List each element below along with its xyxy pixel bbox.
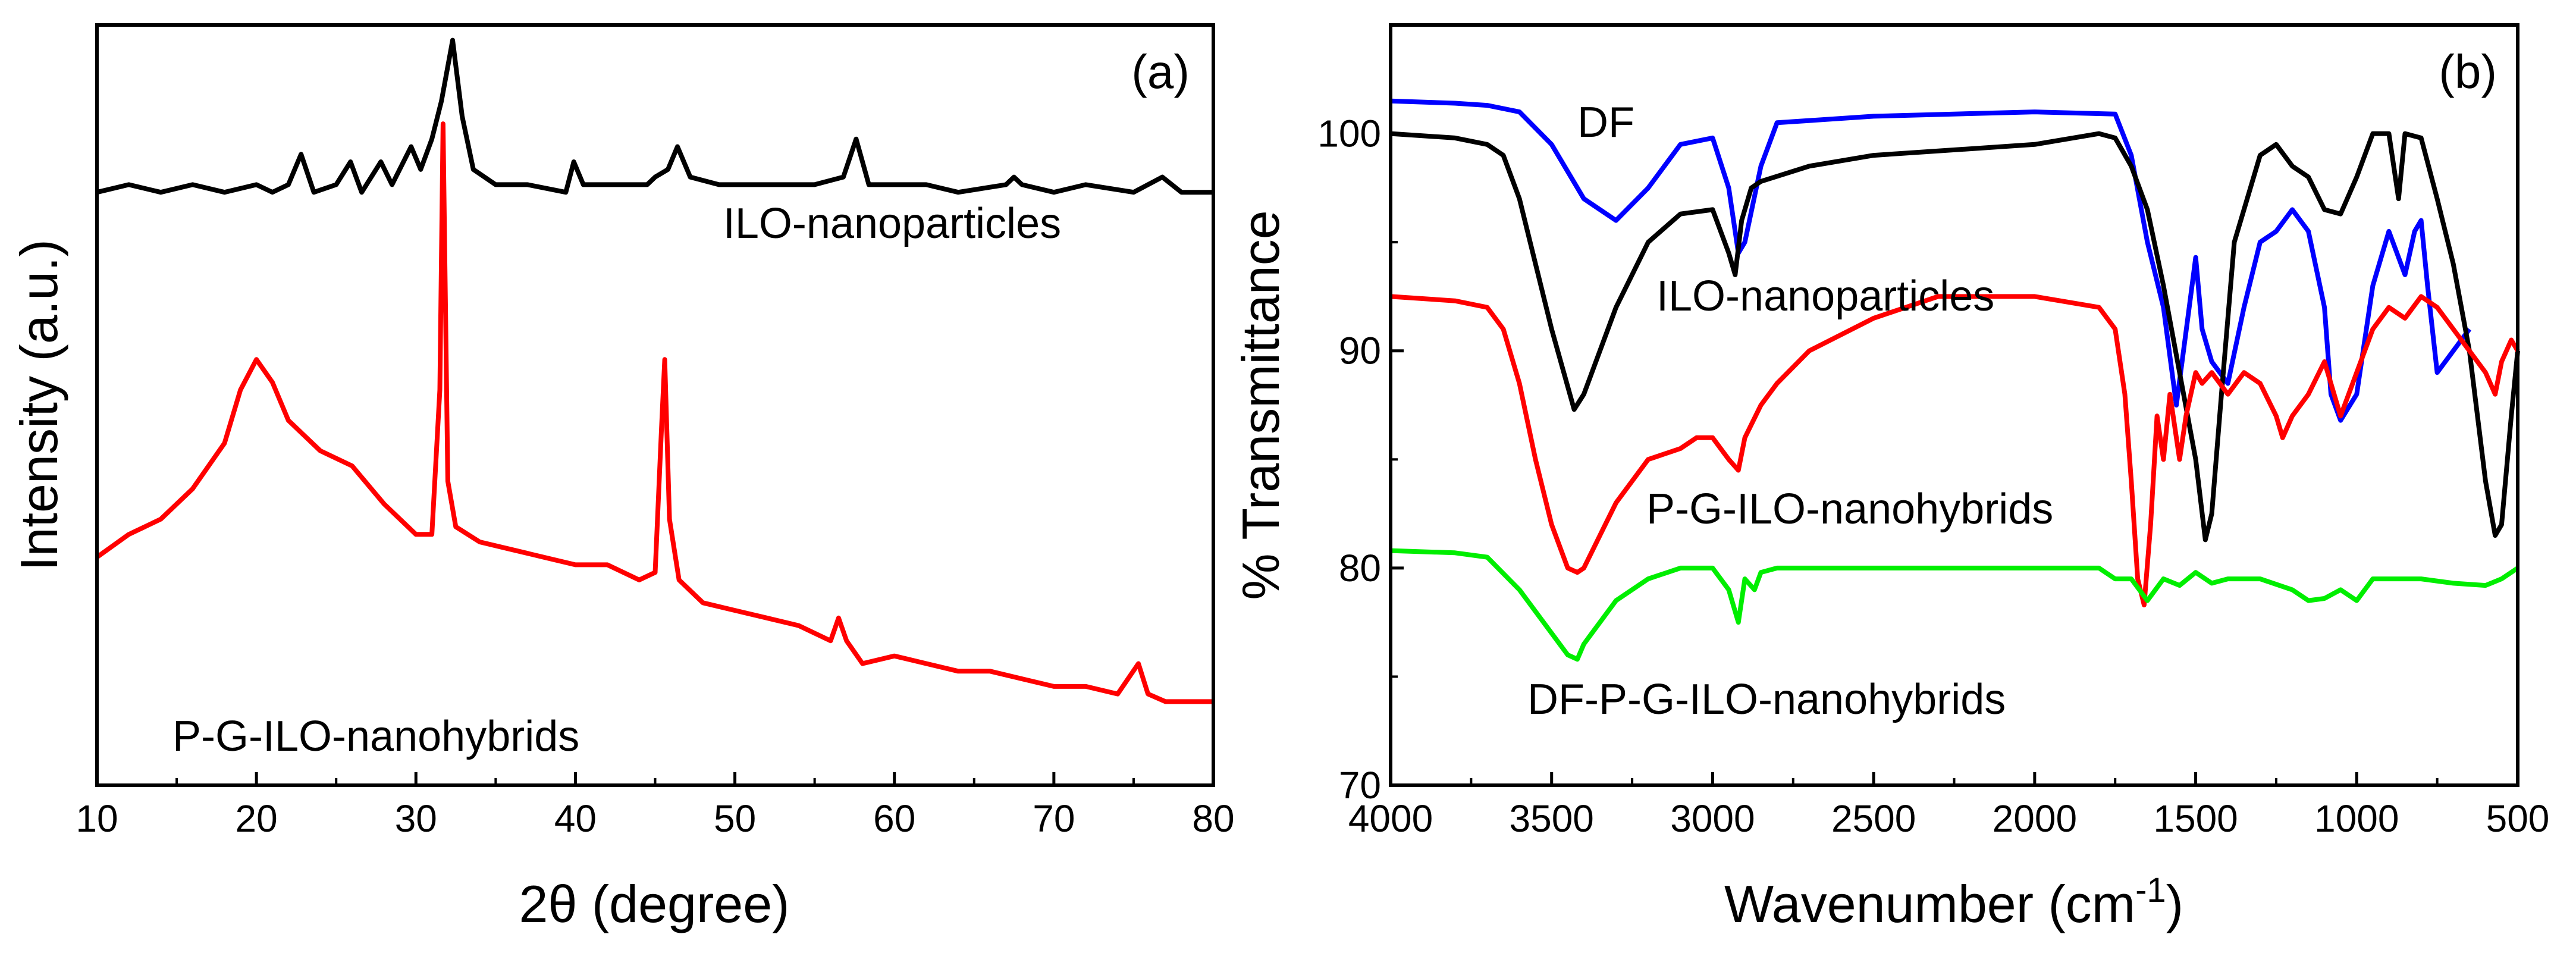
panel-b-x-axis-label-superscript: -1 — [2135, 871, 2166, 910]
panel-b-series-label-df: DF — [1577, 99, 1634, 146]
panel-b-x-tick-label: 4000 — [1348, 797, 1433, 840]
panel-b-y-tick-label: 90 — [1339, 330, 1381, 372]
panel-b-y-tick-label: 80 — [1339, 547, 1381, 590]
panel-a-series-line-p-g-ilo-nanohybrids — [95, 121, 1213, 704]
panel-a-x-tick-label: 40 — [554, 797, 597, 840]
panel-a-x-tick-label: 80 — [1192, 797, 1234, 840]
panel-b-x-tick-label: 3500 — [1510, 797, 1594, 840]
panel-b-y-ticks: 70 80 90 100 — [1317, 112, 1404, 807]
panel-b-series-line-df — [1390, 98, 2472, 423]
panel-b-series-label-ilo-nanoparticles: ILO-nanoparticles — [1656, 272, 1994, 320]
panel-b-x-tick-label: 500 — [2486, 797, 2550, 840]
panel-b-y-tick-label: 100 — [1317, 112, 1381, 155]
panel-a-x-tick-label: 30 — [395, 797, 437, 840]
panel-a-series-line-ilo-nanoparticles — [96, 37, 1213, 195]
panel-b-y-axis-label: % Transmittance — [1231, 210, 1290, 600]
panel-a-x-tick-label: 50 — [714, 797, 756, 840]
panel-a-series-label-ilo-nanoparticles: ILO-nanoparticles — [723, 200, 1061, 247]
panel-a-x-tick-label: 60 — [873, 797, 915, 840]
panel-b-series-label-pg-ilo-nanohybrids: P-G-ILO-nanohybrids — [1646, 485, 2053, 533]
panel-a-series-group — [95, 37, 1213, 704]
panel-a-x-tick-label: 70 — [1033, 797, 1075, 840]
panel-a-x-ticks: 10 20 30 40 50 60 70 80 — [76, 772, 1235, 840]
panel-b-x-tick-label: 1500 — [2153, 797, 2238, 840]
panel-b-series-label-df-pg-ilo-nanohybrids: DF-P-G-ILO-nanohybrids — [1527, 676, 2006, 723]
panel-a-label: (a) — [1131, 45, 1190, 98]
panel-a-x-tick-label: 10 — [76, 797, 118, 840]
panel-b-x-tick-label: 1000 — [2314, 797, 2399, 840]
panel-b: 4000 3500 3000 2500 2000 1500 1000 500 70 80 90 10… — [1231, 23, 2550, 933]
panel-b-series-group — [1390, 98, 2520, 662]
panel-a-frame — [95, 23, 1215, 787]
panel-b-x-axis-label-main: Wavenumber (cm — [1724, 874, 2135, 933]
panel-b-series-line-ilo-nanoparticles — [1390, 131, 2520, 543]
panel-b-x-axis-label-close: ) — [2166, 874, 2183, 933]
panel-a-y-axis-label: Intensity (a.u.) — [10, 239, 68, 571]
panel-b-label: (b) — [2439, 45, 2497, 98]
panel-a: 10 20 30 40 50 60 70 80 (a) ILO-nanoparticles P… — [10, 23, 1235, 933]
panel-a-x-axis-label: 2θ (degree) — [519, 874, 790, 933]
panel-b-x-tick-label: 2000 — [1993, 797, 2077, 840]
panel-a-series-label-pg-ilo-nanohybrids: P-G-ILO-nanohybrids — [172, 713, 579, 760]
panel-b-x-tick-label: 2500 — [1831, 797, 1916, 840]
panel-b-y-tick-label: 70 — [1339, 764, 1381, 807]
panel-b-x-axis-label: Wavenumber (cm-1) — [1724, 871, 2183, 933]
panel-b-x-ticks: 4000 3500 3000 2500 2000 1500 1000 500 — [1348, 772, 2550, 840]
panel-b-series-line-df-p-g-ilo-nanohybrids — [1390, 548, 2519, 662]
panel-b-series-line-p-g-ilo-nanohybrids — [1390, 294, 2520, 607]
panel-b-x-tick-label: 3000 — [1670, 797, 1755, 840]
panel-a-x-tick-label: 20 — [236, 797, 278, 840]
